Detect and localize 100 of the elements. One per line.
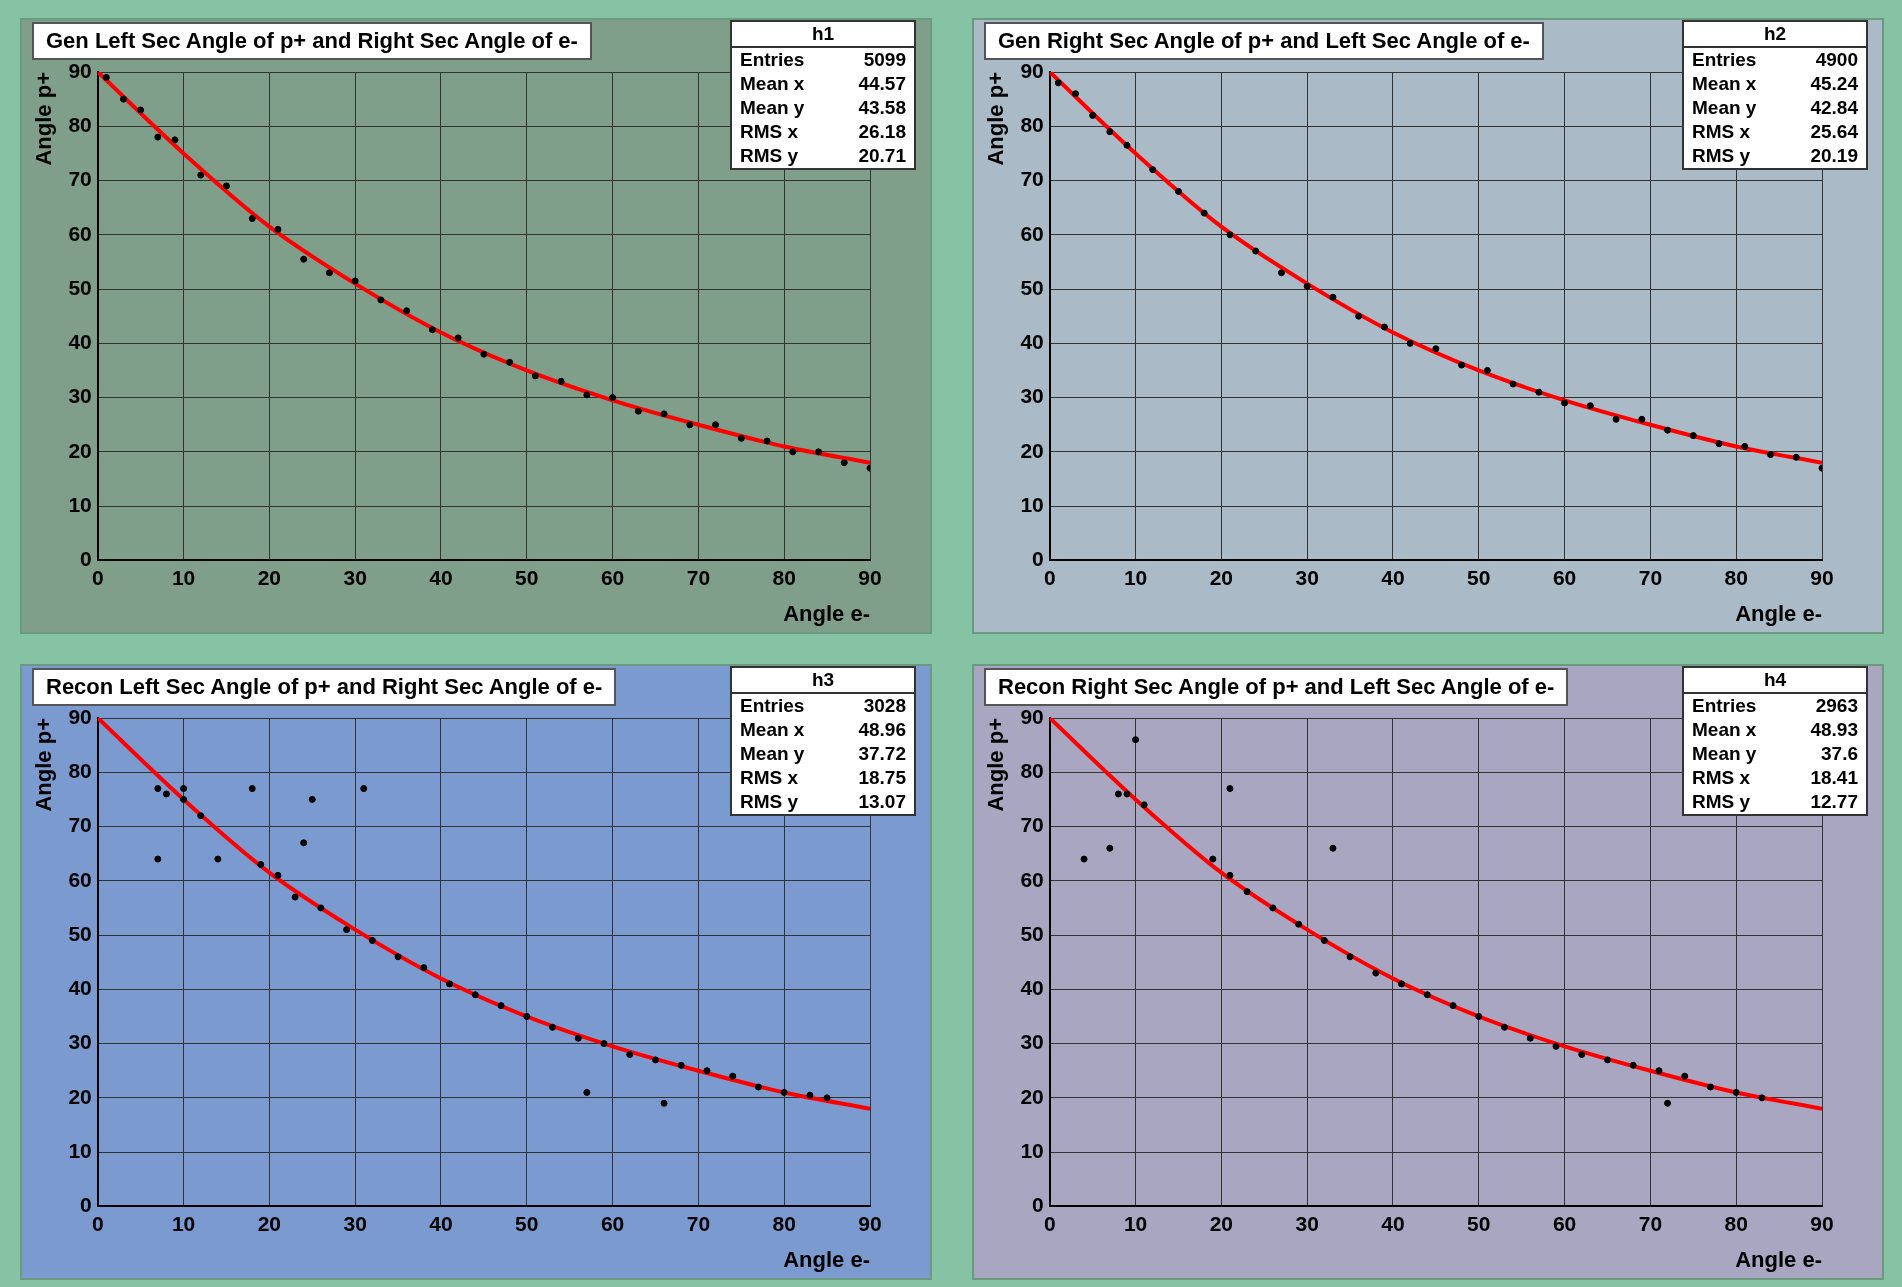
y-tick-label: 40 bbox=[1020, 330, 1044, 354]
text: Mean x 44.57 bbox=[740, 73, 906, 94]
point bbox=[789, 448, 797, 456]
text: Mean x 48.93 bbox=[1692, 719, 1858, 740]
x-tick-label: 60 bbox=[1552, 1211, 1577, 1235]
y-tick-label: 70 bbox=[1020, 167, 1044, 191]
y-axis-title: Angle p+ bbox=[983, 72, 1009, 166]
point bbox=[531, 372, 539, 380]
y-tick-label: 50 bbox=[1020, 275, 1044, 299]
x-tick-label: 10 bbox=[1123, 1211, 1148, 1235]
point bbox=[222, 182, 230, 190]
point bbox=[815, 448, 823, 456]
point bbox=[154, 855, 162, 863]
point bbox=[1732, 1088, 1740, 1096]
text: RMS x 18.41 bbox=[1692, 767, 1858, 788]
text: Mean x 48.96 bbox=[740, 719, 906, 740]
point bbox=[248, 785, 256, 793]
point bbox=[506, 358, 514, 366]
text: RMS x 18.75 bbox=[740, 767, 906, 788]
text: RMS y 20.19 bbox=[1692, 145, 1858, 166]
x-tick-label: 20 bbox=[257, 565, 282, 589]
point bbox=[1054, 79, 1062, 87]
point bbox=[102, 73, 110, 81]
y-tick-label: 60 bbox=[1020, 221, 1044, 245]
point bbox=[471, 991, 479, 999]
point bbox=[1767, 451, 1775, 459]
y-tick-label: 20 bbox=[1020, 438, 1044, 462]
text: Entries 4900 bbox=[1692, 49, 1858, 70]
point bbox=[1346, 953, 1354, 961]
y-tick-label: 70 bbox=[68, 167, 92, 191]
x-axis-title: Angle e- bbox=[783, 1246, 870, 1272]
point bbox=[523, 1012, 531, 1020]
point bbox=[1140, 801, 1148, 809]
point bbox=[1638, 415, 1646, 423]
text: Mean y 43.58 bbox=[740, 97, 906, 118]
point bbox=[1329, 844, 1337, 852]
chart-title: Gen Left Sec Angle of p+ and Right Sec Angle of e- bbox=[32, 22, 592, 60]
point bbox=[729, 1072, 737, 1080]
x-tick-label: 30 bbox=[343, 565, 367, 589]
point bbox=[197, 812, 205, 820]
text: Mean y 37.72 bbox=[740, 743, 906, 764]
y-tick-label: 40 bbox=[1020, 976, 1044, 1000]
point bbox=[1123, 141, 1131, 149]
x-tick-label: 30 bbox=[1295, 565, 1319, 589]
point bbox=[1372, 969, 1380, 977]
x-tick-label: 80 bbox=[772, 1211, 796, 1235]
x-tick-label: 70 bbox=[686, 565, 711, 589]
point bbox=[574, 1034, 582, 1042]
x-tick-label: 50 bbox=[515, 565, 539, 589]
text: Mean y 37.6 bbox=[1692, 743, 1858, 764]
point bbox=[1080, 855, 1088, 863]
point bbox=[626, 1050, 634, 1058]
point bbox=[1458, 361, 1466, 369]
point bbox=[274, 225, 282, 233]
point bbox=[806, 1091, 814, 1099]
point bbox=[583, 391, 591, 399]
y-tick-label: 30 bbox=[1020, 1030, 1044, 1054]
point bbox=[1681, 1072, 1689, 1080]
x-tick-label: 40 bbox=[1381, 565, 1405, 589]
y-tick-label: 0 bbox=[80, 1193, 92, 1217]
point bbox=[1449, 1002, 1457, 1010]
point bbox=[1432, 345, 1440, 353]
point bbox=[557, 377, 565, 385]
point bbox=[634, 407, 642, 415]
y-tick-label: 10 bbox=[68, 1138, 92, 1162]
point bbox=[497, 1002, 505, 1010]
point bbox=[686, 421, 694, 429]
x-axis-title: Angle e- bbox=[1735, 600, 1822, 626]
point bbox=[1269, 904, 1277, 912]
point bbox=[651, 1056, 659, 1064]
point bbox=[351, 277, 359, 285]
point bbox=[609, 394, 617, 402]
point bbox=[454, 334, 462, 342]
y-tick-label: 90 bbox=[68, 58, 92, 82]
point bbox=[1501, 1023, 1509, 1031]
x-tick-label: 70 bbox=[686, 1211, 711, 1235]
chart-title: Recon Right Sec Angle of p+ and Left Sec Angle of e- bbox=[984, 668, 1569, 706]
x-tick-label: 60 bbox=[1552, 565, 1577, 589]
point bbox=[1243, 888, 1251, 896]
point bbox=[1295, 920, 1303, 928]
y-tick-label: 60 bbox=[1020, 867, 1044, 891]
text: RMS x 25.64 bbox=[1692, 121, 1858, 142]
point bbox=[308, 795, 316, 803]
point bbox=[343, 926, 351, 934]
point bbox=[1226, 871, 1234, 879]
y-tick-label: 80 bbox=[1020, 113, 1044, 137]
point bbox=[325, 269, 333, 277]
y-tick-label: 40 bbox=[68, 976, 92, 1000]
y-tick-label: 90 bbox=[1020, 58, 1044, 82]
x-tick-label: 90 bbox=[1810, 1211, 1834, 1235]
point bbox=[420, 964, 428, 972]
point bbox=[480, 350, 488, 358]
point bbox=[428, 326, 436, 334]
point bbox=[1114, 790, 1122, 798]
text: Mean x 45.24 bbox=[1692, 73, 1858, 94]
point bbox=[1277, 269, 1285, 277]
point bbox=[754, 1083, 762, 1091]
point bbox=[1329, 293, 1337, 301]
point bbox=[154, 785, 162, 793]
point bbox=[1526, 1034, 1534, 1042]
